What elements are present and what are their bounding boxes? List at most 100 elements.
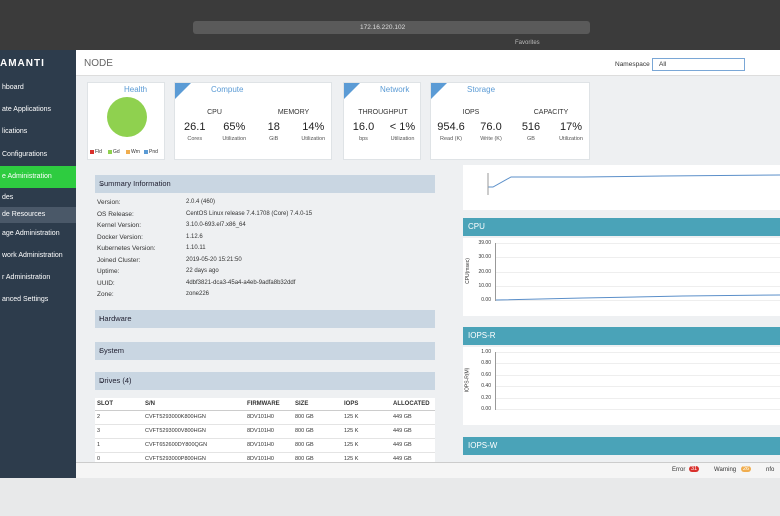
card-title: Network — [380, 85, 410, 94]
grid-line — [495, 285, 780, 287]
y-tick-label: 0.00 — [481, 297, 491, 303]
chevron: ‹ — [99, 314, 102, 323]
drives-table: SLOT S/N FIRMWARE SIZE IOPS ALLOCATED 2 CVFT529… — [95, 398, 435, 462]
sidebar-foot — [0, 462, 76, 478]
health-card: Health Fld Gd Wrn Pnd — [87, 82, 165, 160]
page-title: NODE — [84, 58, 113, 69]
active-item — [0, 166, 76, 188]
metric-value: 14% — [302, 121, 325, 133]
summary-value: CentOS Linux release 7.4.1708 (Core) 7.4… — [186, 210, 313, 217]
column-header: ALLOCATED — [393, 401, 430, 407]
menu-item[interactable]: Configurations — [2, 151, 48, 158]
panel-header[interactable]: Hardware ‹ — [95, 310, 435, 328]
cell: 2 — [97, 414, 101, 420]
chevron: ⌄ — [99, 376, 106, 385]
menu-item[interactable]: hboard — [2, 84, 24, 91]
info-label[interactable]: nfo — [766, 467, 775, 473]
cell: 0 — [97, 456, 101, 462]
summary-body: Version: 2.0.4 (460) OS Release: CentOS Lin… — [95, 195, 435, 305]
summary-key: Docker Version: — [97, 233, 143, 241]
cell: 3 — [97, 428, 101, 434]
cpu-title: CPU — [468, 222, 485, 231]
cpu-header: CPU — [463, 218, 780, 236]
y-tick-label: 0.60 — [481, 371, 491, 378]
y-tick-label: 10.00 — [478, 282, 491, 289]
grid-line — [495, 271, 780, 273]
menu-item[interactable]: ate Applications — [2, 106, 52, 113]
error-label[interactable]: Error — [672, 467, 686, 473]
metric-label: CAPACITY — [533, 109, 569, 116]
compute-card: Compute CPU 26.1 Cores 65% Utilization MEMORY 1… — [174, 82, 332, 160]
metric-value: 18 — [267, 121, 280, 133]
brand: AMANTI — [0, 58, 45, 69]
summary-key: Kernel Version: — [97, 222, 142, 229]
iops-r-chart: 1.00 0.80 0.60 0.40 0.20 0.00 IOPS-R(M) — [463, 347, 780, 425]
metric-unit: GiB — [269, 136, 279, 142]
grid-line — [495, 409, 780, 410]
y-axis — [495, 352, 496, 410]
panel-header[interactable]: System ‹ — [95, 342, 435, 360]
metric-unit: Write (K) — [480, 136, 502, 142]
warning-label[interactable]: Warning — [714, 467, 737, 473]
legend-swatch — [144, 150, 148, 154]
cell: 125 K — [344, 456, 359, 462]
url: 172.16.220.102 — [360, 24, 406, 31]
menu-item[interactable]: anced Settings — [2, 296, 49, 303]
cell: 8DV101H0 — [247, 428, 274, 434]
menu-item[interactable]: des — [2, 194, 14, 201]
health-pie — [107, 97, 147, 137]
menu-item[interactable]: de Resources — [2, 211, 46, 218]
metric-value: 16.0 — [352, 121, 375, 133]
column-header: SIZE — [295, 401, 309, 407]
cell: 8DV101H0 — [247, 414, 274, 420]
grid-line — [495, 363, 780, 365]
menu-item[interactable]: e Administration — [2, 173, 52, 180]
grid-line — [495, 352, 780, 353]
column-header: S/N — [145, 401, 156, 407]
metric-label: CPU — [207, 109, 222, 116]
cell: 449 GB — [393, 414, 412, 420]
y-tick-label: 30.00 — [478, 254, 491, 261]
line — [495, 294, 780, 301]
summary-value: 1.12.6 — [186, 233, 203, 240]
summary-value: 3.10.0-693.el7.x86_64 — [186, 222, 246, 228]
y-tick-label: 1.00 — [481, 349, 491, 355]
card-icon — [175, 83, 191, 99]
legend-label: Gd — [113, 149, 120, 155]
chevron: ‹ — [99, 346, 102, 355]
namespace-label: Namespace — [615, 61, 650, 68]
summary-value: 4dbf3821-dca3-45a4-a4eb-9adfa8b32ddf — [186, 279, 296, 286]
menu-item[interactable]: lications — [2, 128, 28, 135]
summary-key: Kubernetes Version: — [97, 245, 156, 252]
iops-r-header: IOPS-R — [463, 327, 780, 345]
legend-label: Pnd — [149, 149, 158, 155]
menu-item[interactable]: r Administration — [2, 274, 51, 281]
panel-title: System — [99, 346, 125, 355]
summary-value: 2019-05-20 15:21:50 — [186, 256, 242, 263]
cell: 125 K — [344, 414, 359, 420]
trend-line — [488, 174, 780, 188]
y-tick-label: 0.40 — [481, 383, 491, 390]
namespace-select[interactable]: All — [652, 58, 745, 71]
axis-label: IOPS-R(M) — [464, 367, 471, 393]
metric-unit: Utilization — [301, 136, 326, 142]
column-header: IOPS — [344, 401, 359, 407]
row-rule — [95, 424, 435, 425]
metric-unit: bps — [359, 136, 368, 142]
cell: 8DV101H0 — [247, 442, 274, 448]
panel-title: Hardware — [99, 314, 132, 323]
card-title: Compute — [211, 85, 244, 94]
summary-value: 2.0.4 (460) — [186, 199, 216, 205]
menu-item[interactable]: age Administration — [2, 230, 60, 237]
metric-label: IOPS — [462, 109, 480, 116]
cell: 1 — [97, 442, 101, 448]
storage-card: Storage IOPS 954.6 Read (K) 76.0 Write (K) CAP… — [430, 82, 590, 160]
summary-title: Summary Information — [99, 179, 171, 188]
summary-header[interactable]: Summary Information ⌄ — [95, 175, 435, 193]
column-header: FIRMWARE — [247, 401, 280, 407]
panel-header[interactable]: Drives (4) ⌄ — [95, 372, 435, 390]
grid-line — [495, 374, 780, 376]
grid-line — [495, 397, 780, 399]
url-bar[interactable] — [193, 21, 590, 34]
menu-item[interactable]: work Administration — [2, 252, 63, 259]
